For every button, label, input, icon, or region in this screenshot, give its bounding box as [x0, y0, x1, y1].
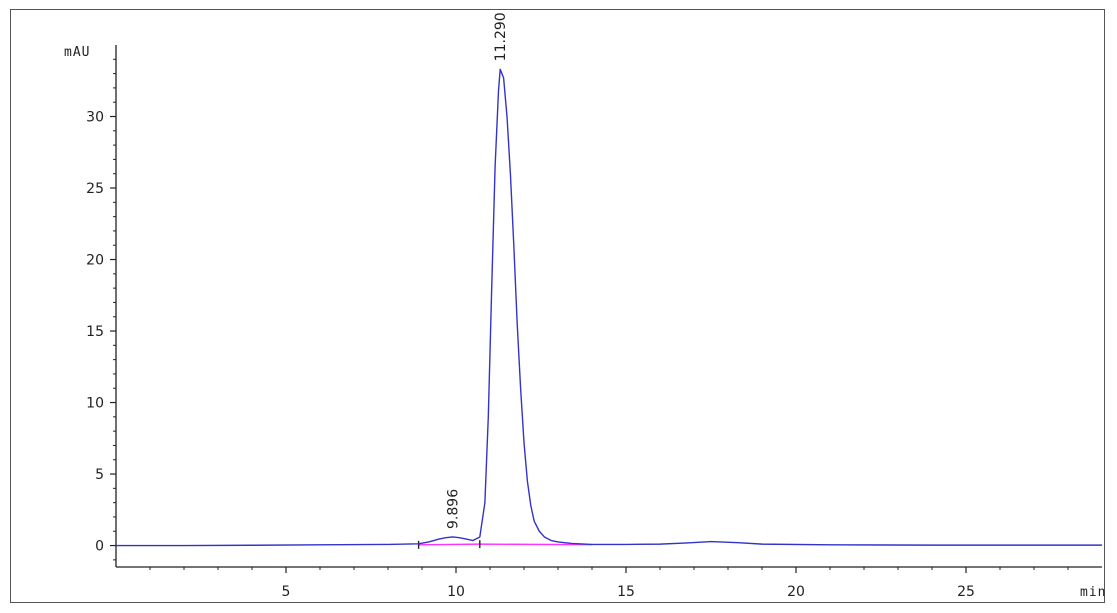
chart-frame [10, 9, 1105, 603]
y-tick-label: 25 [86, 181, 104, 197]
x-tick-label: 10 [447, 584, 465, 600]
x-axis-ticks: 5 10 15 20 25 [149, 567, 1069, 600]
peak-label: 11.290 [493, 12, 509, 61]
y-tick-label: 15 [86, 324, 104, 340]
integration-baseline [418, 543, 480, 546]
y-tick-label: 5 [95, 467, 104, 483]
integration-baseline [479, 543, 593, 546]
x-tick-label: 25 [957, 584, 975, 600]
x-tick-label: 20 [787, 584, 805, 600]
signal-line [116, 68, 1102, 547]
signal-series [116, 68, 1102, 547]
x-tick-label: 5 [282, 584, 291, 600]
integration-baselines [417, 540, 593, 549]
peak-label: 9.896 [445, 489, 461, 529]
y-axis-unit-label: mAU [64, 45, 90, 60]
y-tick-label: 30 [86, 110, 104, 126]
x-axis-unit-label: min [1080, 585, 1106, 600]
y-axis-ticks: 0 5 10 15 20 25 30 [86, 58, 116, 561]
y-tick-label: 20 [86, 253, 104, 269]
y-tick-label: 0 [95, 539, 104, 555]
peak-annotations: 9.896 11.290 [445, 12, 508, 529]
x-tick-label: 15 [617, 584, 635, 600]
y-tick-label: 10 [86, 396, 104, 412]
